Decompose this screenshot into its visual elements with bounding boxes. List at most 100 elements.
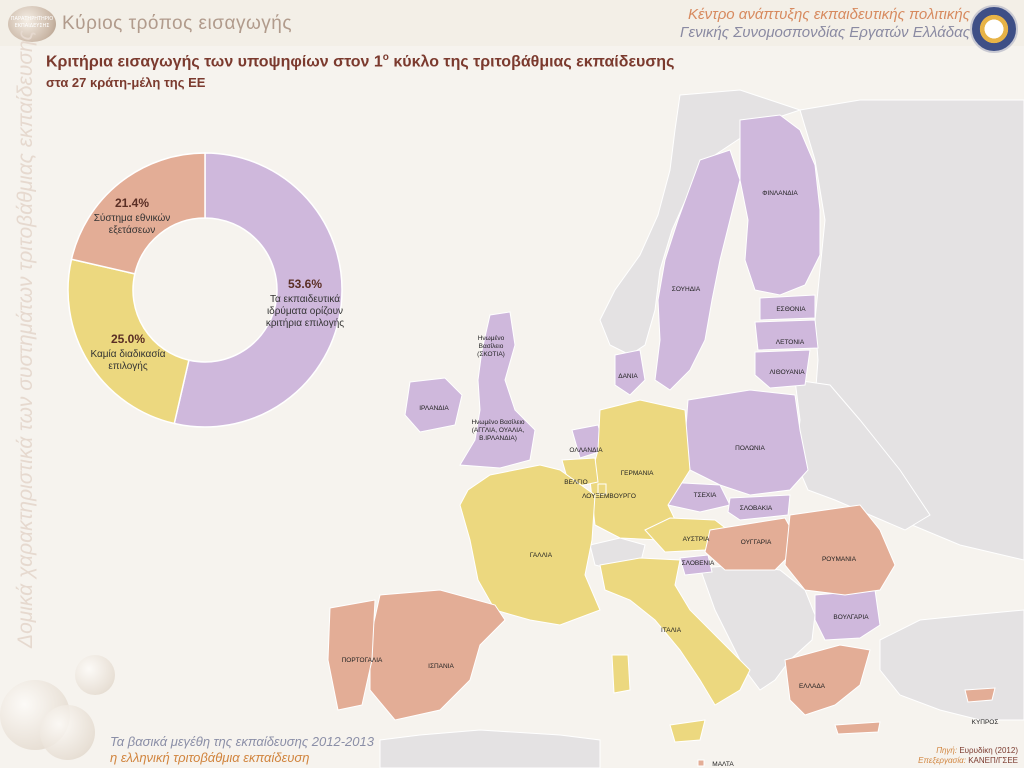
- label-lithuania: ΛΙΘΟΥΑΝΙΑ: [769, 369, 805, 376]
- label-denmark: ΔΑΝΙΑ: [618, 373, 638, 380]
- donut-category-label: επιλογής: [108, 360, 148, 372]
- label-scotland-3: (ΣΚΟΤΙΑ): [477, 351, 505, 358]
- label-austria: ΑΥΣΤΡΙΑ: [683, 536, 710, 543]
- label-estonia: ΕΣΘΟΝΙΑ: [776, 306, 806, 313]
- label-cyprus: ΚΥΠΡΟΣ: [972, 719, 999, 726]
- slide-title: Κριτήρια εισαγωγής των υποψηφίων στον 1ο…: [46, 52, 674, 71]
- label-latvia: ΛΕΤΟΝΙΑ: [776, 339, 805, 346]
- label-scotland-2: Βασίλειο: [479, 342, 504, 350]
- country-poland: [684, 389, 809, 496]
- country-crete: [834, 721, 881, 735]
- decor-pearl: [75, 655, 115, 695]
- label-italy: ΙΤΑΛΙΑ: [661, 627, 682, 634]
- country-estonia: [759, 294, 816, 321]
- label-scotland-1: Ηνωμένο: [478, 334, 505, 342]
- country-finland: [739, 114, 821, 296]
- donut-pct-label: 53.6%: [288, 277, 322, 291]
- donut-category-label: εξετάσεων: [109, 224, 155, 236]
- source-note: Πηγή: Ευρυδίκη (2012) Επεξεργασία: ΚΑΝΕΠ…: [918, 746, 1018, 766]
- country-sardinia: [611, 654, 631, 694]
- title-sup: ο: [382, 52, 389, 63]
- decor-pearl: [40, 705, 95, 760]
- country-hungary: [704, 517, 801, 571]
- label-luxembourg: ΛΟΥΞΕΜΒΟΥΡΓΟ: [582, 493, 636, 500]
- region-turkey: [879, 609, 1024, 721]
- title-pre: Κριτήρια εισαγωγής των υποψηφίων στον 1: [46, 53, 383, 71]
- country-lithuania: [754, 349, 811, 389]
- label-poland: ΠΟΛΩΝΙΑ: [735, 445, 765, 452]
- source-value: Ευρυδίκη (2012): [959, 746, 1018, 755]
- processing-value: ΚΑΝΕΠ/ΓΣΕΕ: [968, 756, 1018, 765]
- country-cyprus: [964, 687, 996, 703]
- label-czechia: ΤΣΕΧΙΑ: [694, 492, 717, 499]
- label-malta: ΜΑΛΤΑ: [712, 761, 734, 768]
- label-slovenia: ΣΛΟΒΕΝΙΑ: [682, 560, 715, 567]
- logo-text: ΠΑΡΑΤΗΡΗΤΗΡΙΟ ΕΚΠΑΙΔΕΥΣΗΣ: [10, 16, 54, 29]
- country-slovenia: [679, 554, 713, 576]
- footer-line-2: η ελληνική τριτοβάθμια εκπαίδευση: [110, 750, 310, 765]
- donut-pct-label: 21.4%: [115, 196, 149, 210]
- vertical-side-text: Δομικά χαρακτηριστικά των συστημάτων τρι…: [14, 30, 37, 648]
- source-key: Πηγή:: [936, 746, 958, 755]
- title-post: κύκλο της τριτοβάθμιας εκπαίδευσης: [388, 53, 675, 71]
- country-luxembourg: [597, 483, 607, 495]
- footer-line-1: Τα βασικά μεγέθη της εκπαίδευσης 2012-20…: [110, 734, 374, 749]
- observatory-logo: ΠΑΡΑΤΗΡΗΤΗΡΙΟ ΕΚΠΑΙΔΕΥΣΗΣ: [8, 6, 56, 42]
- donut-category-label: ιδρύματα ορίζουν: [267, 305, 343, 317]
- country-spain: [369, 589, 506, 721]
- label-uk-2: (ΑΓΓΛΙΑ, ΟΥΑΛΙΑ,: [472, 427, 525, 434]
- label-finland: ΦΙΝΛΑΝΔΙΑ: [762, 190, 798, 197]
- country-romania: [784, 504, 896, 596]
- country-denmark: [614, 349, 646, 396]
- label-romania: ΡΟΥΜΑΝΙΑ: [822, 556, 857, 563]
- slide-subtitle: στα 27 κράτη-μέλη της ΕΕ: [46, 75, 206, 90]
- donut-slice: [67, 258, 190, 425]
- section-title: Κύριος τρόπος εισαγωγής: [62, 13, 293, 34]
- label-greece: ΕΛΛΑΔΑ: [799, 683, 826, 690]
- label-hungary: ΟΥΓΓΑΡΙΑ: [741, 539, 772, 546]
- group-national-exams: [327, 504, 996, 767]
- country-slovakia: [727, 494, 791, 521]
- label-uk-1: Ηνωμένο Βασίλειο: [471, 418, 524, 426]
- country-sweden: [654, 149, 741, 391]
- gsee-seal-icon: [970, 5, 1018, 53]
- org-line-1: Κέντρο ανάπτυξης εκπαιδευτικής πολιτικής: [688, 6, 970, 23]
- region-norway: [599, 89, 802, 356]
- donut-category-label: Τα εκπαιδευτικά: [270, 293, 340, 305]
- donut-slice: [70, 152, 206, 275]
- donut-pct-label: 25.0%: [111, 332, 145, 346]
- processing-key: Επεξεργασία:: [918, 756, 966, 765]
- country-latvia: [754, 319, 819, 351]
- donut-category-label: Καμία διαδικασία: [90, 348, 165, 360]
- footer: Τα βασικά μεγέθη της εκπαίδευσης 2012-20…: [110, 734, 374, 766]
- group-institutions: [404, 114, 881, 641]
- country-portugal: [327, 599, 376, 711]
- donut-category-label: Σύστημα εθνικών: [94, 212, 171, 224]
- region-north-africa: [379, 729, 601, 768]
- country-sicily: [669, 719, 706, 743]
- label-france: ΓΑΛΛΙΑ: [530, 552, 553, 559]
- country-malta: [697, 759, 705, 767]
- org-line-2: Γενικής Συνομοσπονδίας Εργατών Ελλάδας: [679, 24, 970, 41]
- donut-slice: [173, 152, 343, 428]
- label-portugal: ΠΟΡΤΟΓΑΛΙΑ: [342, 657, 383, 664]
- header-band: [0, 0, 1024, 46]
- org-name: Κέντρο ανάπτυξης εκπαιδευτικής πολιτικής…: [680, 6, 970, 42]
- label-slovakia: ΣΛΟΒΑΚΙΑ: [740, 505, 773, 512]
- country-greece: [784, 644, 871, 716]
- country-uk: [459, 311, 536, 469]
- label-sweden: ΣΟΥΗΔΙΑ: [672, 286, 701, 293]
- label-germany: ΓΕΡΜΑΝΙΑ: [621, 470, 655, 477]
- country-france: [459, 464, 601, 626]
- country-italy: [599, 557, 751, 706]
- label-spain: ΙΣΠΑΝΙΑ: [428, 663, 454, 670]
- country-ireland: [404, 377, 463, 433]
- label-uk-3: Β.ΙΡΛΑΝΔΙΑ): [479, 435, 517, 442]
- label-bulgaria: ΒΟΥΛΓΑΡΙΑ: [833, 614, 869, 621]
- donut-category-label: κριτήρια επιλογής: [266, 317, 344, 329]
- label-netherlands: ΟΛΛΑΝΔΙΑ: [569, 447, 603, 454]
- label-ireland: ΙΡΛΑΝΔΙΑ: [419, 405, 449, 412]
- label-belgium: ΒΕΛΓΙΟ: [564, 479, 587, 486]
